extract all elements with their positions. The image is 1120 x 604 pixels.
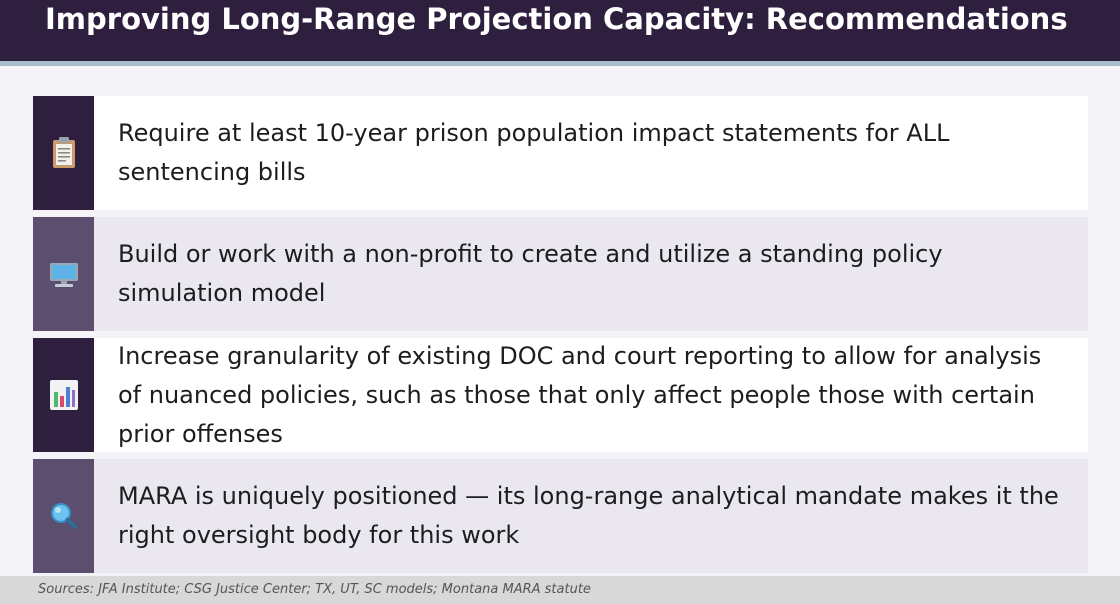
page-title: Improving Long-Range Projection Capacity… [45, 2, 1068, 36]
recommendation-text: MARA is uniquely positioned — its long-r… [118, 482, 1059, 549]
computer-monitor-icon [50, 263, 78, 287]
sources-note: Sources: JFA Institute; CSG Justice Cent… [38, 582, 591, 597]
recommendation-card: MARA is uniquely positioned — its long-r… [33, 459, 1088, 573]
bar-chart-icon [50, 380, 78, 410]
clipboard-icon [53, 137, 75, 168]
icon-column [33, 96, 94, 210]
icon-column [33, 217, 94, 331]
icon-column [33, 459, 94, 573]
recommendation-card: Build or work with a non-profit to creat… [33, 217, 1088, 331]
recommendation-card: Require at least 10-year prison populati… [33, 96, 1088, 210]
title-bar: Improving Long-Range Projection Capacity… [0, 0, 1120, 61]
recommendation-text: Require at least 10-year prison populati… [118, 119, 950, 186]
icon-column [33, 338, 94, 452]
recommendation-card: Increase granularity of existing DOC and… [33, 338, 1088, 452]
magnifying-glass-icon [51, 503, 77, 529]
footer: Sources: JFA Institute; CSG Justice Cent… [0, 576, 1120, 604]
recommendation-text: Increase granularity of existing DOC and… [118, 341, 1042, 448]
title-divider [0, 61, 1120, 66]
recommendation-text: Build or work with a non-profit to creat… [118, 240, 943, 307]
